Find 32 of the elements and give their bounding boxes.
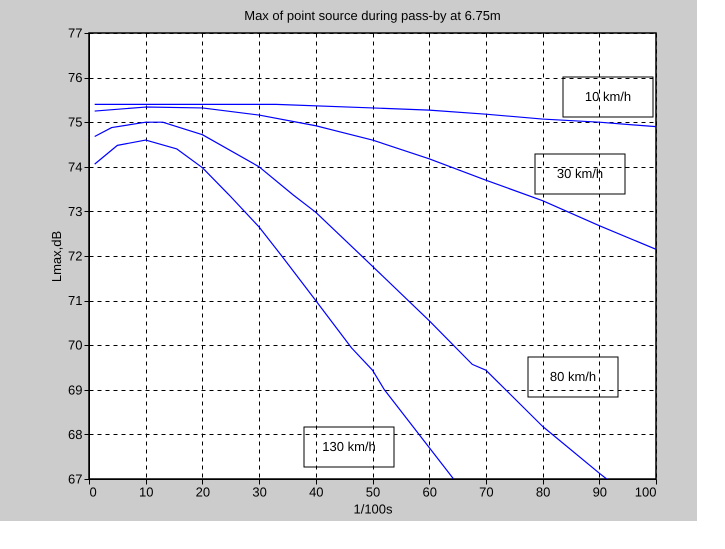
- y-tick-label: 67: [68, 472, 82, 486]
- x-tick-label: 70: [479, 484, 494, 500]
- x-tick-label: 0: [90, 484, 97, 500]
- x-tick-label: 80: [536, 484, 550, 500]
- annotation: 30 km/h: [556, 166, 604, 181]
- annotation: 10 km/h: [584, 89, 632, 104]
- line-series: [94, 139, 454, 479]
- x-tick-label: 40: [309, 484, 324, 500]
- line-series: [94, 106, 656, 250]
- x-tick-label: 100: [634, 484, 656, 500]
- y-tick-label: 70: [68, 338, 82, 353]
- annotation: 130 km/h: [322, 439, 376, 454]
- y-tick-label: 69: [68, 382, 82, 398]
- y-tick-label: 75: [68, 114, 82, 130]
- chart-title: Max of point source during pass-by at 6.75m: [244, 8, 501, 23]
- y-axis-title: Lmax,dB: [49, 230, 64, 282]
- x-tick-label: 90: [592, 484, 608, 500]
- y-tick-label: 72: [68, 248, 82, 264]
- annotation: 80 km/h: [550, 369, 596, 384]
- x-tick-label: 30: [252, 484, 267, 500]
- x-tick-label: 60: [422, 484, 437, 500]
- line-series: [94, 122, 608, 479]
- y-tick-label: 77: [68, 26, 82, 40]
- x-axis-title: 1/100s: [353, 502, 394, 516]
- x-tick-label: 50: [366, 484, 380, 500]
- y-tick-label: 73: [68, 204, 82, 219]
- x-tick-label: 10: [138, 484, 154, 500]
- x-tick-label: 20: [196, 484, 210, 500]
- y-tick-label: 74: [68, 159, 82, 174]
- y-tick-label: 71: [68, 293, 82, 308]
- y-tick-label: 76: [68, 70, 82, 86]
- y-tick-label: 68: [68, 426, 82, 442]
